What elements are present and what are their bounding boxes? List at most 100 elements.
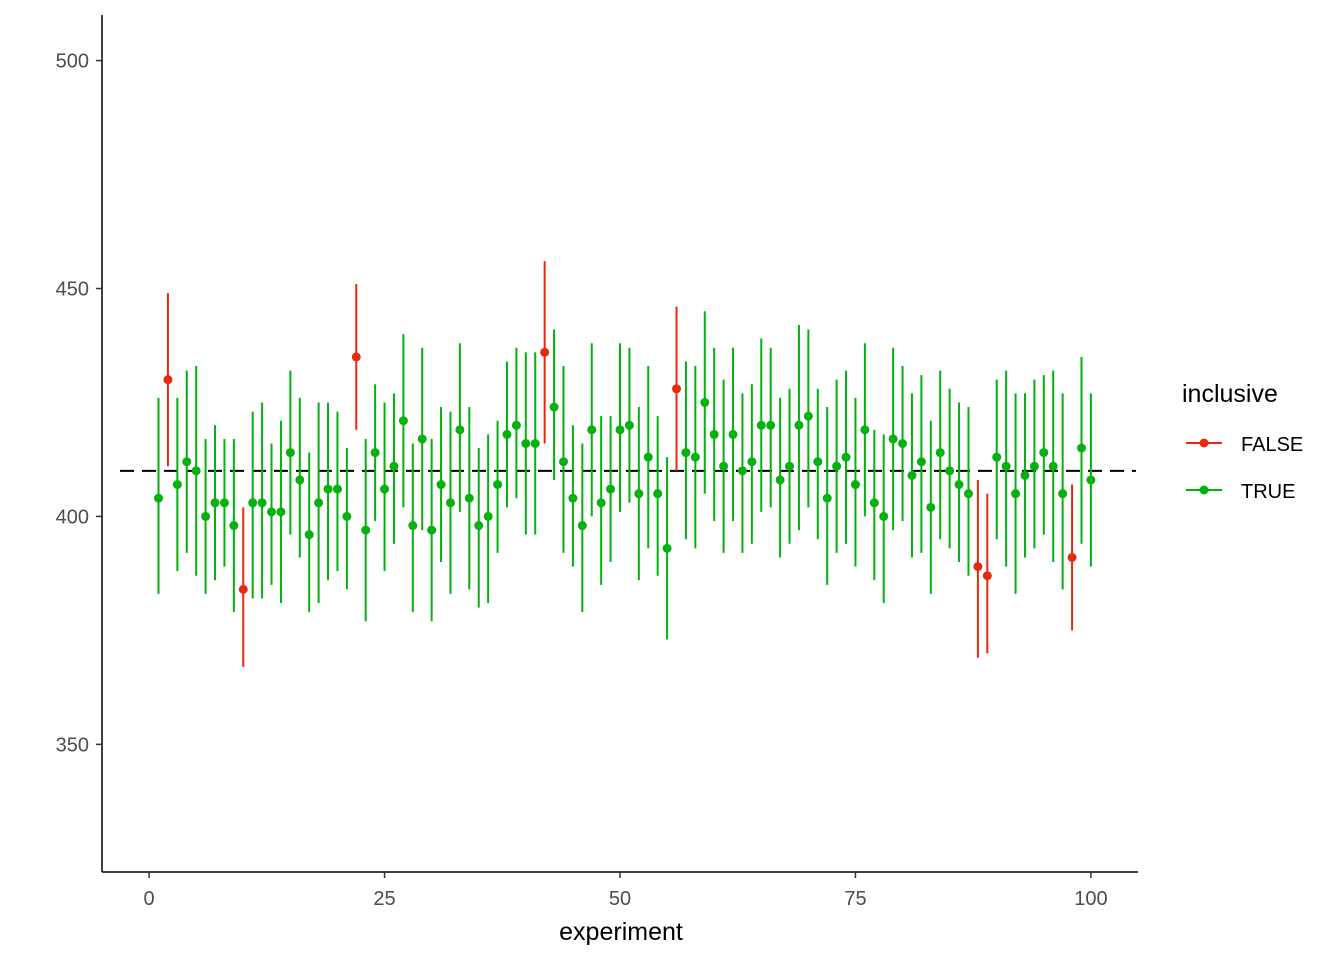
data-point <box>342 511 352 521</box>
y-tick-label: 400 <box>56 506 89 528</box>
x-tick-label: 50 <box>609 888 631 910</box>
data-point <box>238 584 248 594</box>
data-point <box>662 543 672 553</box>
data-point <box>558 457 568 467</box>
data-point <box>182 457 192 467</box>
data-point <box>370 448 380 458</box>
data-point <box>248 498 258 508</box>
data-point <box>737 466 747 476</box>
data-point <box>483 511 493 521</box>
data-point <box>822 493 832 503</box>
data-point <box>935 448 945 458</box>
data-point <box>813 457 823 467</box>
legend-key-point <box>1199 438 1209 448</box>
x-tick-label: 100 <box>1074 888 1107 910</box>
data-point <box>549 402 559 412</box>
data-point <box>511 420 521 430</box>
y-tick-label: 500 <box>56 51 89 73</box>
data-point <box>1086 475 1096 485</box>
data-point <box>992 452 1002 462</box>
data-point <box>690 452 700 462</box>
data-point <box>417 434 427 444</box>
data-point <box>154 493 164 503</box>
data-point <box>521 439 531 448</box>
legend-title: inclusive <box>1182 380 1278 408</box>
data-point <box>568 493 578 503</box>
data-point <box>1048 461 1058 471</box>
data-points <box>154 347 1096 594</box>
data-point <box>954 480 964 490</box>
x-tick-label: 0 <box>144 888 155 910</box>
data-point <box>1039 448 1049 458</box>
data-point <box>963 489 973 499</box>
data-point <box>719 461 729 471</box>
data-point <box>700 397 710 407</box>
data-point <box>766 420 776 430</box>
data-point <box>210 498 220 508</box>
data-point <box>314 498 324 508</box>
x-ticks: 0 25 50 75 100 <box>144 872 1108 910</box>
data-point <box>756 420 766 430</box>
data-point <box>361 525 371 535</box>
data-point <box>332 484 342 494</box>
y-ticks: 350 400 450 500 <box>56 51 102 756</box>
data-point <box>464 493 474 503</box>
data-point <box>502 429 512 439</box>
data-point <box>728 429 738 439</box>
data-point <box>634 489 644 499</box>
legend: inclusive FALSE TRUE <box>1182 380 1303 503</box>
data-point <box>191 466 201 476</box>
data-point <box>351 352 361 362</box>
data-point <box>285 448 295 458</box>
data-point <box>229 521 239 531</box>
data-point <box>1067 552 1077 562</box>
data-point <box>879 511 889 521</box>
data-point <box>257 498 267 508</box>
data-point <box>624 420 634 430</box>
data-point <box>1001 461 1011 471</box>
data-point <box>709 429 719 439</box>
y-tick-label: 450 <box>56 279 89 301</box>
data-point <box>380 484 390 494</box>
data-point <box>445 498 455 508</box>
data-point <box>850 480 860 490</box>
data-point <box>436 480 446 490</box>
data-point <box>304 530 314 540</box>
data-point <box>587 425 597 435</box>
x-axis-title: experiment <box>559 918 683 946</box>
x-tick-label: 25 <box>373 888 395 910</box>
data-point <box>1020 470 1030 480</box>
data-point <box>389 461 399 471</box>
data-point <box>276 507 286 517</box>
data-point <box>201 511 211 521</box>
data-point <box>1011 489 1021 499</box>
data-point <box>945 466 955 476</box>
data-point <box>408 521 418 531</box>
data-point <box>606 484 616 494</box>
data-point <box>577 521 587 531</box>
data-point <box>898 439 908 448</box>
data-point <box>219 498 229 508</box>
data-point <box>794 420 804 430</box>
data-point <box>775 475 785 485</box>
data-point <box>267 507 277 517</box>
data-point <box>596 498 606 508</box>
data-point <box>427 525 437 535</box>
legend-key-point <box>1199 485 1209 495</box>
data-point <box>540 347 550 357</box>
legend-label: TRUE <box>1241 481 1295 503</box>
data-point <box>973 562 983 572</box>
data-point <box>615 425 625 435</box>
data-point <box>530 439 540 448</box>
data-point <box>643 452 653 462</box>
data-point <box>982 571 992 581</box>
data-point <box>493 480 503 490</box>
data-point <box>926 502 936 512</box>
data-point <box>323 484 333 494</box>
data-point <box>163 375 173 385</box>
data-point <box>832 461 842 471</box>
data-point <box>747 457 757 467</box>
data-point <box>681 448 691 458</box>
data-point <box>803 411 813 421</box>
